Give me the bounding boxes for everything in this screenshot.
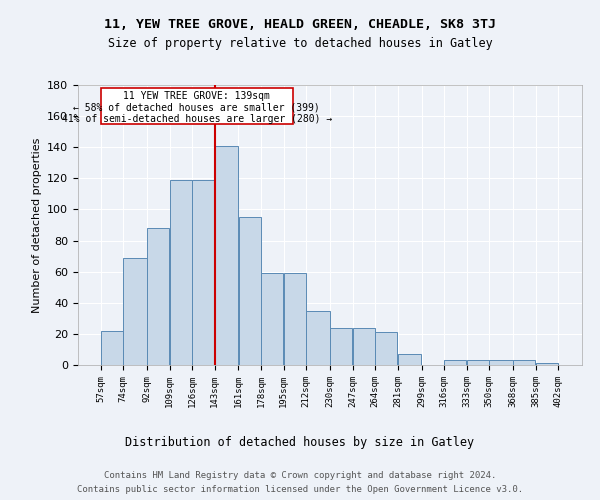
FancyBboxPatch shape xyxy=(101,88,293,124)
Bar xyxy=(123,258,147,365)
Bar xyxy=(444,360,466,365)
Text: 41% of semi-detached houses are larger (280) →: 41% of semi-detached houses are larger (… xyxy=(62,114,332,124)
Text: Size of property relative to detached houses in Gatley: Size of property relative to detached ho… xyxy=(107,38,493,51)
Bar xyxy=(467,360,489,365)
Bar xyxy=(170,180,192,365)
Bar xyxy=(147,228,169,365)
Text: ← 58% of detached houses are smaller (399): ← 58% of detached houses are smaller (39… xyxy=(73,103,320,113)
Bar xyxy=(490,360,513,365)
Text: Contains public sector information licensed under the Open Government Licence v3: Contains public sector information licen… xyxy=(77,484,523,494)
Text: Contains HM Land Registry data © Crown copyright and database right 2024.: Contains HM Land Registry data © Crown c… xyxy=(104,472,496,480)
Bar xyxy=(536,364,558,365)
Bar xyxy=(239,217,261,365)
Text: 11, YEW TREE GROVE, HEALD GREEN, CHEADLE, SK8 3TJ: 11, YEW TREE GROVE, HEALD GREEN, CHEADLE… xyxy=(104,18,496,30)
Bar xyxy=(307,310,330,365)
Y-axis label: Number of detached properties: Number of detached properties xyxy=(32,138,41,312)
Text: Distribution of detached houses by size in Gatley: Distribution of detached houses by size … xyxy=(125,436,475,449)
Bar xyxy=(375,332,397,365)
Bar xyxy=(101,331,123,365)
Bar xyxy=(192,180,214,365)
Bar xyxy=(330,328,352,365)
Bar xyxy=(398,354,421,365)
Bar xyxy=(353,328,375,365)
Bar xyxy=(284,273,306,365)
Bar xyxy=(215,146,238,365)
Bar xyxy=(513,360,535,365)
Text: 11 YEW TREE GROVE: 139sqm: 11 YEW TREE GROVE: 139sqm xyxy=(123,91,270,101)
Bar xyxy=(261,273,283,365)
